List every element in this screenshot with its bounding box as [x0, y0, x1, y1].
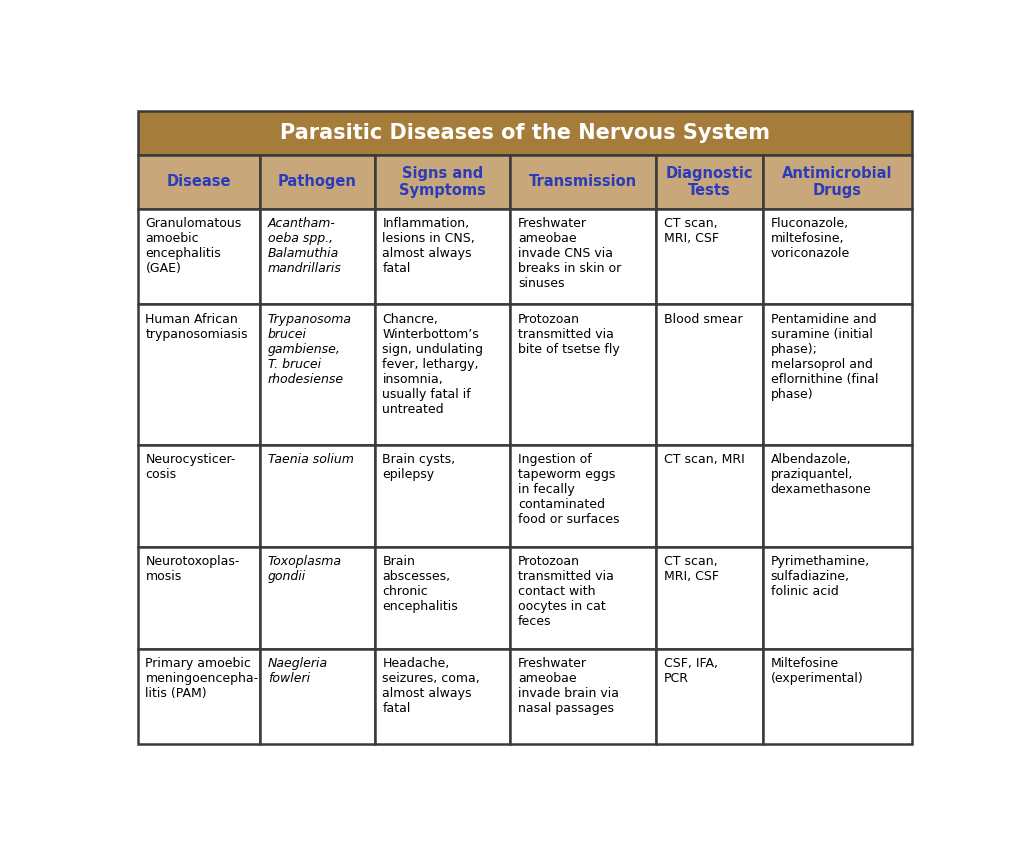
- Bar: [375, 547, 510, 649]
- Bar: [137, 547, 260, 649]
- Text: Fluconazole,
miltefosine,
voriconazole: Fluconazole, miltefosine, voriconazole: [770, 217, 850, 260]
- Text: Signs and
Symptoms: Signs and Symptoms: [399, 165, 485, 198]
- Bar: [510, 304, 655, 445]
- Text: Pentamidine and
suramine (initial
phase);
melarsoprol and
eflornithine (final
ph: Pentamidine and suramine (initial phase)…: [770, 312, 878, 401]
- Text: Disease: Disease: [167, 175, 231, 189]
- Text: Granulomatous
amoebic
encephalitis
(GAE): Granulomatous amoebic encephalitis (GAE): [145, 217, 242, 275]
- Text: Primary amoebic
meningoencepha-
litis (PAM): Primary amoebic meningoencepha- litis (P…: [145, 657, 259, 701]
- Bar: [510, 445, 655, 547]
- Bar: [763, 547, 912, 649]
- Bar: [763, 208, 912, 304]
- Text: Neurocysticer-
cosis: Neurocysticer- cosis: [145, 453, 236, 481]
- Bar: [510, 547, 655, 649]
- Bar: [137, 304, 260, 445]
- Bar: [260, 304, 375, 445]
- Bar: [260, 208, 375, 304]
- Text: Naegleria
fowleri: Naegleria fowleri: [268, 657, 328, 685]
- Text: Parasitic Diseases of the Nervous System: Parasitic Diseases of the Nervous System: [280, 123, 770, 143]
- Bar: [375, 445, 510, 547]
- Text: Antimicrobial
Drugs: Antimicrobial Drugs: [782, 165, 893, 198]
- Text: Pyrimethamine,
sulfadiazine,
folinic acid: Pyrimethamine, sulfadiazine, folinic aci…: [770, 555, 869, 598]
- Bar: [763, 445, 912, 547]
- Text: Toxoplasma
gondii: Toxoplasma gondii: [268, 555, 342, 583]
- Text: Protozoan
transmitted via
contact with
oocytes in cat
feces: Protozoan transmitted via contact with o…: [518, 555, 614, 628]
- Text: Neurotoxoplas-
mosis: Neurotoxoplas- mosis: [145, 555, 240, 583]
- Bar: [137, 155, 260, 208]
- Text: CSF, IFA,
PCR: CSF, IFA, PCR: [664, 657, 718, 685]
- Bar: [137, 208, 260, 304]
- Bar: [510, 649, 655, 744]
- Text: Protozoan
transmitted via
bite of tsetse fly: Protozoan transmitted via bite of tsetse…: [518, 312, 620, 355]
- Text: Headache,
seizures, coma,
almost always
fatal: Headache, seizures, coma, almost always …: [383, 657, 480, 715]
- Bar: [655, 445, 763, 547]
- Bar: [260, 547, 375, 649]
- Text: Brain cysts,
epilepsy: Brain cysts, epilepsy: [383, 453, 456, 481]
- Text: CT scan,
MRI, CSF: CT scan, MRI, CSF: [664, 217, 719, 245]
- Text: Freshwater
ameobae
invade CNS via
breaks in skin or
sinuses: Freshwater ameobae invade CNS via breaks…: [518, 217, 622, 290]
- Text: Taenia solium: Taenia solium: [268, 453, 353, 466]
- Text: Transmission: Transmission: [528, 175, 637, 189]
- Text: Chancre,
Winterbottom’s
sign, undulating
fever, lethargy,
insomnia,
usually fata: Chancre, Winterbottom’s sign, undulating…: [383, 312, 483, 415]
- Bar: [375, 304, 510, 445]
- Text: Pathogen: Pathogen: [278, 175, 356, 189]
- Bar: [763, 155, 912, 208]
- Text: Freshwater
ameobae
invade brain via
nasal passages: Freshwater ameobae invade brain via nasa…: [518, 657, 620, 715]
- Bar: [137, 649, 260, 744]
- Text: Trypanosoma
brucei
gambiense,
T. brucei
rhodesiense: Trypanosoma brucei gambiense, T. brucei …: [268, 312, 352, 386]
- Bar: [510, 155, 655, 208]
- Bar: [763, 304, 912, 445]
- Bar: [655, 649, 763, 744]
- Bar: [655, 208, 763, 304]
- Bar: [763, 649, 912, 744]
- Text: Albendazole,
praziquantel,
dexamethasone: Albendazole, praziquantel, dexamethasone: [770, 453, 871, 496]
- Bar: [137, 445, 260, 547]
- Text: Acantham-
oeba spp.,
Balamuthia
mandrillaris: Acantham- oeba spp., Balamuthia mandrill…: [268, 217, 342, 275]
- Bar: [510, 208, 655, 304]
- Bar: [655, 304, 763, 445]
- Bar: [260, 649, 375, 744]
- Bar: [375, 649, 510, 744]
- Text: CT scan,
MRI, CSF: CT scan, MRI, CSF: [664, 555, 719, 583]
- Text: CT scan, MRI: CT scan, MRI: [664, 453, 744, 466]
- Text: Ingestion of
tapeworm eggs
in fecally
contaminated
food or surfaces: Ingestion of tapeworm eggs in fecally co…: [518, 453, 620, 527]
- Bar: [137, 111, 912, 155]
- Bar: [655, 155, 763, 208]
- Bar: [375, 208, 510, 304]
- Text: Miltefosine
(experimental): Miltefosine (experimental): [770, 657, 863, 685]
- Text: Inflammation,
lesions in CNS,
almost always
fatal: Inflammation, lesions in CNS, almost alw…: [383, 217, 475, 275]
- Bar: [375, 155, 510, 208]
- Bar: [260, 445, 375, 547]
- Text: Blood smear: Blood smear: [664, 312, 742, 326]
- Bar: [655, 547, 763, 649]
- Text: Brain
abscesses,
chronic
encephalitis: Brain abscesses, chronic encephalitis: [383, 555, 458, 614]
- Bar: [260, 155, 375, 208]
- Text: Diagnostic
Tests: Diagnostic Tests: [666, 165, 753, 198]
- Text: Human African
trypanosomiasis: Human African trypanosomiasis: [145, 312, 248, 340]
